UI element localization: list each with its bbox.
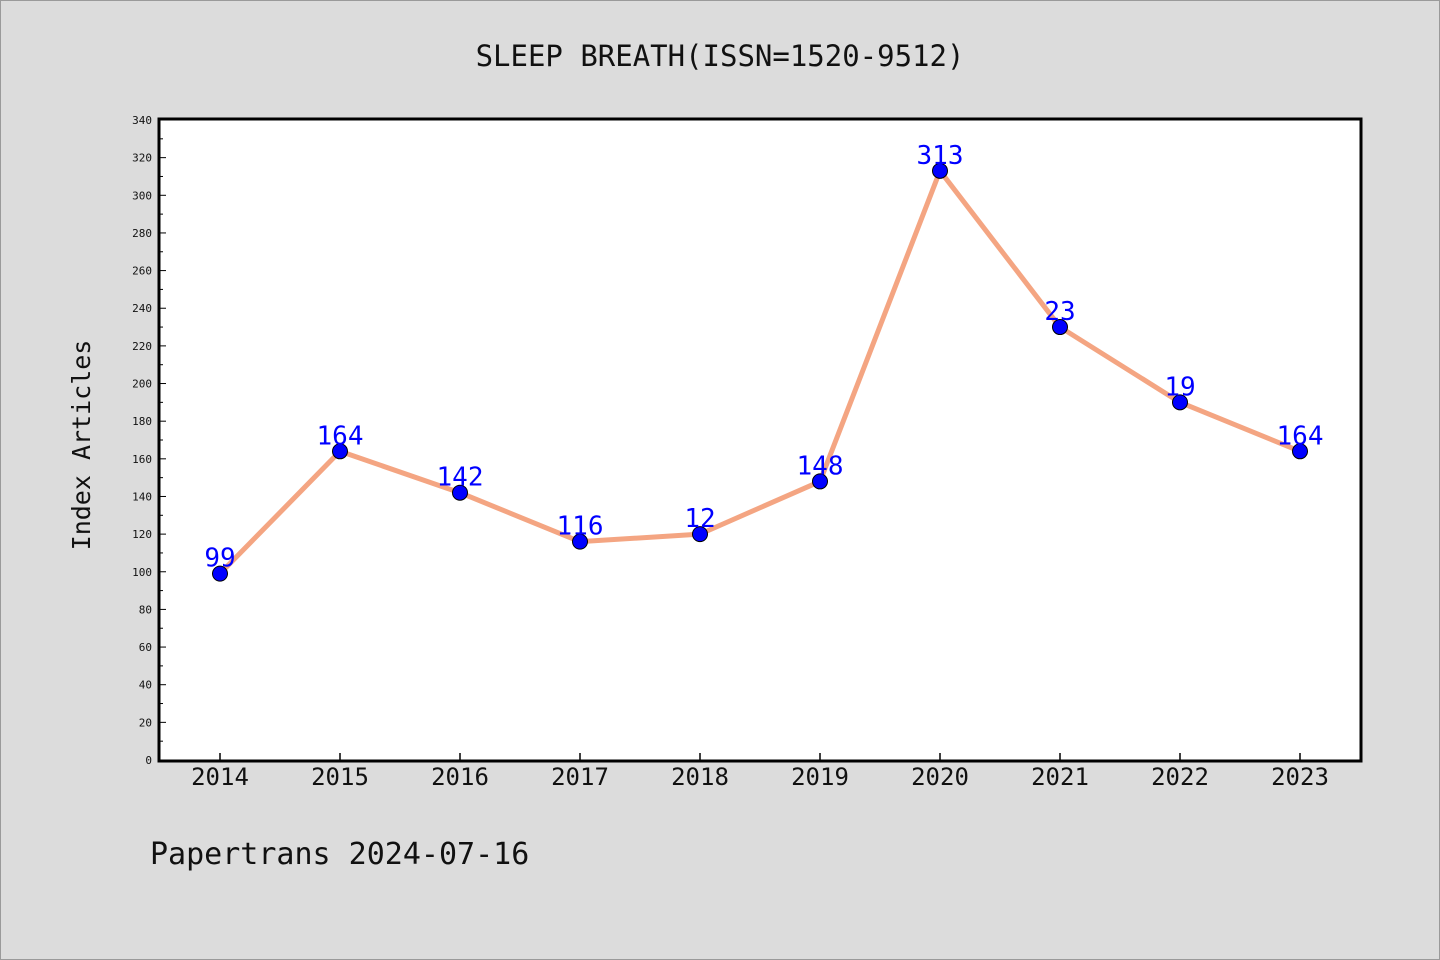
data-point [1292, 443, 1308, 460]
series-line-group [217, 168, 1303, 577]
x-tick-label: 2020 [911, 763, 969, 791]
x-tick-label: 2015 [311, 763, 369, 791]
data-point [932, 162, 948, 179]
y-axis-label: Index Articles [67, 340, 96, 551]
x-tick-label: 2016 [431, 763, 489, 791]
x-tick-label: 2023 [1271, 763, 1329, 791]
data-point [812, 473, 828, 490]
data-point [1052, 319, 1068, 336]
y-tick-label: 20 [139, 716, 152, 729]
y-tick-label: 60 [139, 641, 152, 654]
y-tick-label: 220 [132, 340, 152, 353]
y-tick-label: 0 [145, 754, 152, 767]
data-point [572, 533, 588, 550]
data-label: 164 [317, 421, 364, 451]
x-axis: 2014 2015 2016 2017 2018 2019 2020 2021 2022 2023 [191, 753, 1329, 791]
x-tick-label: 2018 [671, 763, 729, 791]
series-line [217, 168, 1303, 577]
y-tick-label: 280 [132, 227, 152, 240]
data-label: 12 [684, 504, 715, 534]
data-point [692, 526, 708, 543]
y-tick-label: 240 [132, 302, 152, 315]
data-label: 23 [1044, 297, 1075, 327]
data-label: 142 [437, 463, 484, 493]
x-tick-label: 2017 [551, 763, 609, 791]
data-label: 148 [797, 451, 844, 481]
y-tick-label: 320 [132, 152, 152, 165]
data-point [452, 484, 468, 501]
data-point [332, 443, 348, 460]
footer-date-stamp: Papertrans 2024-07-16 [150, 837, 529, 872]
x-tick-label: 2022 [1151, 763, 1209, 791]
data-label: 19 [1164, 372, 1195, 402]
y-tick-label: 140 [132, 490, 152, 503]
data-point [212, 565, 228, 582]
y-tick-label: 100 [132, 566, 152, 579]
y-tick-label: 300 [132, 189, 152, 202]
x-tick-label: 2021 [1031, 763, 1089, 791]
y-tick-label: 160 [132, 453, 152, 466]
chart-title: SLEEP BREATH(ISSN=1520-9512) [476, 39, 965, 73]
data-label: 164 [1277, 421, 1324, 451]
y-axis: 0 20 40 60 80 100 120 140 160 180 200 220 240 260 280 3… [132, 114, 166, 767]
x-tick-label: 2014 [191, 763, 249, 791]
data-label: 99 [204, 544, 235, 574]
y-tick-label: 340 [132, 114, 152, 127]
plot-area [157, 117, 1363, 763]
y-tick-label: 80 [139, 603, 152, 616]
y-tick-label: 180 [132, 415, 152, 428]
data-label: 313 [917, 141, 964, 171]
data-label: 116 [557, 512, 604, 542]
y-tick-label: 200 [132, 378, 152, 391]
data-markers [212, 162, 1308, 582]
x-tick-label: 2019 [791, 763, 849, 791]
data-point [1172, 394, 1188, 411]
y-tick-label: 120 [132, 528, 152, 541]
y-tick-label: 40 [139, 679, 152, 692]
data-labels: 99 164 142 116 12 148 313 23 19 164 [204, 141, 1323, 574]
y-tick-label: 260 [132, 265, 152, 278]
